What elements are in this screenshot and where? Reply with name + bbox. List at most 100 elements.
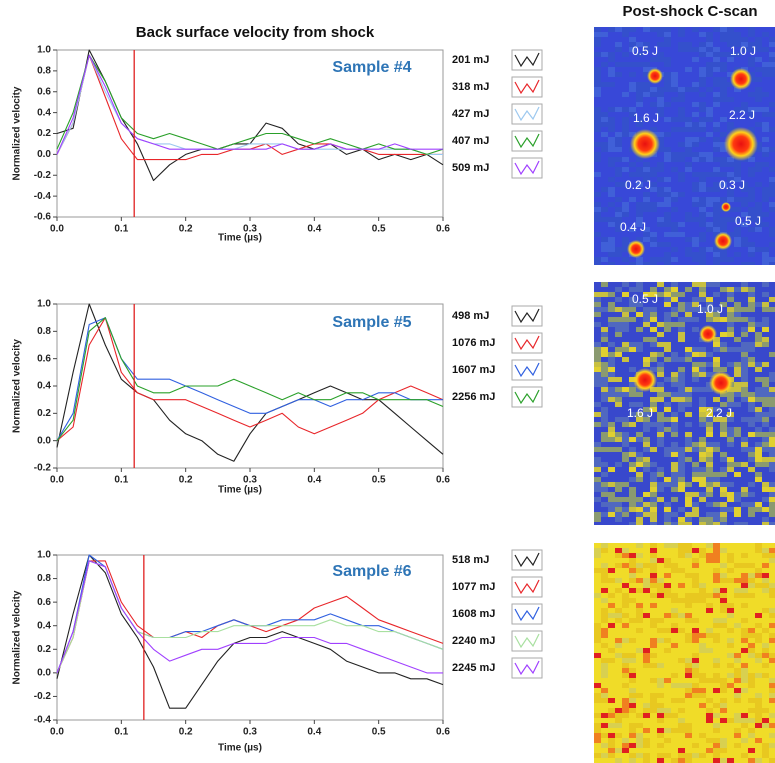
- cscan-pixel: [657, 512, 664, 517]
- cscan-pixel: [594, 162, 601, 167]
- cscan-pixel: [643, 347, 650, 352]
- cscan-pixel: [762, 407, 769, 412]
- cscan-pixel: [706, 437, 713, 442]
- cscan-pixel: [727, 638, 734, 643]
- cscan-pixel: [706, 543, 713, 548]
- cscan-pixel: [699, 407, 706, 412]
- cscan-pixel: [762, 337, 769, 342]
- cscan-pixel: [657, 322, 664, 327]
- cscan-pixel: [713, 743, 720, 748]
- cscan-pixel: [657, 42, 664, 47]
- cscan-pixel: [615, 372, 622, 377]
- cscan-pixel: [664, 62, 671, 67]
- cscan-pixel: [706, 578, 713, 583]
- cscan-pixel: [601, 217, 608, 222]
- cscan-title: Post-shock C-scan: [622, 3, 757, 20]
- cscan-pixel: [636, 618, 643, 623]
- cscan-pixel: [706, 97, 713, 102]
- cscan-pixel: [741, 172, 748, 177]
- cscan-pixel: [615, 462, 622, 467]
- legend-label: 427 mJ: [452, 108, 489, 120]
- cscan-pixel: [713, 127, 720, 132]
- cscan-pixel: [671, 397, 678, 402]
- cscan-pixel: [622, 558, 629, 563]
- cscan-pixel: [720, 292, 727, 297]
- cscan-pixel: [643, 32, 650, 37]
- cscan-pixel: [720, 57, 727, 62]
- cscan-pixel: [664, 703, 671, 708]
- cscan-pixel: [678, 407, 685, 412]
- cscan-pixel: [657, 172, 664, 177]
- cscan-pixel: [699, 422, 706, 427]
- cscan-pixel: [748, 92, 755, 97]
- cscan-pixel: [699, 748, 706, 753]
- x-tick-label: 0.1: [114, 224, 128, 235]
- cscan-pixel: [748, 743, 755, 748]
- cscan-pixel: [762, 558, 769, 563]
- cscan-pixel: [615, 703, 622, 708]
- cscan-pixel: [664, 522, 671, 525]
- cscan-pixel: [727, 497, 734, 502]
- cscan-pixel: [699, 72, 706, 77]
- cscan-pixel: [685, 217, 692, 222]
- cscan-pixel: [622, 608, 629, 613]
- cscan-pixel: [755, 202, 762, 207]
- cscan-pixel: [720, 613, 727, 618]
- cscan-pixel: [601, 157, 608, 162]
- cscan-pixel: [755, 382, 762, 387]
- cscan-pixel: [650, 242, 657, 247]
- cscan-pixel: [769, 232, 775, 237]
- cscan-pixel: [769, 718, 775, 723]
- cscan-pixel: [692, 723, 699, 728]
- cscan-pixel: [727, 618, 734, 623]
- cscan-pixel: [615, 252, 622, 257]
- cscan-pixel: [727, 302, 734, 307]
- cscan-pixel: [601, 487, 608, 492]
- cscan-pixel: [657, 568, 664, 573]
- cscan-pixel: [706, 197, 713, 202]
- cscan-pixel: [608, 302, 615, 307]
- cscan-pixel: [762, 497, 769, 502]
- cscan-pixel: [755, 618, 762, 623]
- cscan-pixel: [685, 52, 692, 57]
- cscan-pixel: [685, 517, 692, 522]
- cscan-pixel: [769, 502, 775, 507]
- cscan-pixel: [664, 502, 671, 507]
- cscan-pixel: [657, 598, 664, 603]
- cscan-pixel: [657, 157, 664, 162]
- cscan-pixel: [657, 187, 664, 192]
- cscan-pixel: [650, 673, 657, 678]
- cscan-pixel: [755, 723, 762, 728]
- cscan-pixel: [601, 422, 608, 427]
- cscan-pixel: [762, 322, 769, 327]
- cscan-pixel: [741, 548, 748, 553]
- cscan-pixel: [664, 52, 671, 57]
- cscan-pixel: [678, 172, 685, 177]
- cscan-pixel: [622, 432, 629, 437]
- cscan-pixel: [727, 312, 734, 317]
- cscan-pixel: [769, 347, 775, 352]
- cscan-pixel: [622, 82, 629, 87]
- cscan-pixel: [615, 387, 622, 392]
- cscan-pixel: [622, 457, 629, 462]
- cscan-pixel: [608, 207, 615, 212]
- cscan-pixel: [664, 152, 671, 157]
- cscan-pixel: [699, 723, 706, 728]
- cscan-pixel: [734, 723, 741, 728]
- cscan-pixel: [685, 162, 692, 167]
- cscan-pixel: [678, 422, 685, 427]
- cscan-pixel: [594, 578, 601, 583]
- cscan-pixel: [762, 47, 769, 52]
- cscan-pixel: [769, 623, 775, 628]
- cscan-pixel: [734, 603, 741, 608]
- cscan-pixel: [657, 573, 664, 578]
- cscan-pixel: [734, 412, 741, 417]
- cscan-pixel: [692, 417, 699, 422]
- cscan-pixel: [664, 447, 671, 452]
- cscan-pixel: [692, 713, 699, 718]
- cscan-pixel: [713, 82, 720, 87]
- cscan-pixel: [615, 197, 622, 202]
- cscan-pixel: [748, 177, 755, 182]
- cscan-pixel: [608, 147, 615, 152]
- cscan-pixel: [601, 733, 608, 738]
